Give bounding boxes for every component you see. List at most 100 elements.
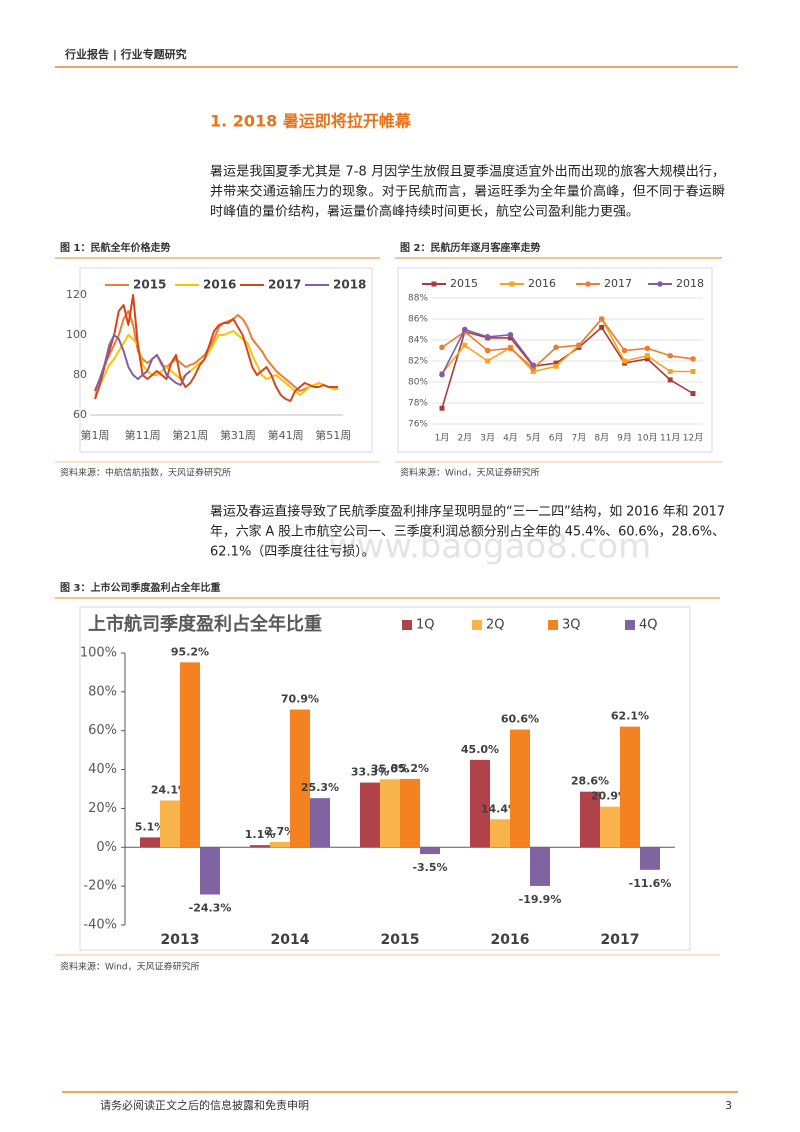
value-label: 62.1% [611,710,649,723]
bar [360,782,380,848]
x-tick-label: 第51周 [315,428,351,442]
legend-label: 2Q [486,618,505,633]
bar [420,847,440,855]
chart-title: 上市航司季度盈利占全年比重 [88,613,322,635]
value-label: -24.3% [189,901,232,914]
y-tick-label: -20% [83,879,117,894]
point-marker [621,347,628,354]
point-marker [690,369,696,374]
value-label: -11.6% [629,877,672,890]
value-label: 20.9% [591,790,629,803]
series-line [94,310,339,392]
header-title: 行业报告 | 行业专题研究 [64,47,187,61]
x-tick-label: 4月 [503,433,518,444]
legend-label: 2015 [450,277,478,290]
x-tick-label: 第1周 [81,428,110,442]
y-tick-label: 80% [88,684,117,699]
point-marker [598,316,605,322]
value-label: 60.6% [501,713,539,726]
figure-source: 资料来源：Wind，天风证券研究所 [60,961,200,973]
bar [140,837,160,848]
paragraph-line: 并带来交通运输压力的现象。对于民航而言，暑运旺季为全年量价高峰，但不同于春运瞬 [210,184,725,200]
point-marker [553,360,559,366]
y-tick-label: 86% [408,315,428,325]
point-marker [576,342,582,349]
chart-frame [397,267,713,453]
y-tick-label: 120 [66,288,87,301]
y-tick-label: 60 [73,408,87,421]
x-tick-label: 12月 [683,433,703,444]
x-tick-label: 2015 [381,932,420,948]
bar [270,842,290,848]
point-marker [667,352,673,359]
x-tick-label: 2月 [457,433,472,444]
point-marker [644,356,650,362]
y-tick-label: -40% [83,918,117,933]
x-tick-label: 6月 [549,433,564,444]
y-tick-label: 40% [88,762,117,777]
bar [400,778,420,848]
y-tick-label: 88% [408,294,428,304]
y-tick-label: 0% [96,840,117,855]
legend-label: 2015 [133,278,166,292]
point-marker [484,347,491,354]
value-label: -3.5% [412,861,447,874]
bar [510,729,530,848]
legend-label: 2016 [203,278,236,292]
x-tick-label: 第41周 [268,428,304,442]
legend-swatch [402,620,412,630]
legend-marker [509,281,515,287]
bar [290,709,310,848]
legend-swatch [472,620,482,630]
value-label: 2.7% [265,825,296,838]
footer-disclaimer: 请务必阅读正文之后的信息披露和免责申明 [100,1098,309,1112]
x-tick-label: 2014 [271,932,310,948]
point-marker [439,344,445,351]
y-tick-label: 60% [88,723,117,738]
bar [620,726,640,848]
point-marker [667,377,673,383]
legend-label: 1Q [416,618,435,633]
x-tick-label: 第21周 [172,428,208,442]
bar [580,791,600,848]
legend-marker [657,281,663,287]
x-tick-label: 8月 [594,433,609,444]
value-label: -19.9% [519,893,562,906]
y-tick-label: 76% [408,420,428,430]
legend-swatch [548,620,558,630]
legend-swatch [625,620,635,630]
bar [380,779,400,848]
point-marker [553,344,559,351]
y-tick-label: 78% [408,399,428,409]
bar [250,845,270,848]
x-tick-label: 2013 [161,932,200,948]
series-line [94,334,191,392]
figure-source: 资料来源：Wind，天风证券研究所 [400,467,540,479]
x-tick-label: 10月 [637,433,657,444]
point-marker [667,369,673,374]
y-tick-label: 20% [88,801,117,816]
value-label: 24.1% [151,783,189,796]
value-label: 35.0% [371,762,409,775]
point-marker [439,405,445,411]
figure-caption: 图 3：上市公司季度盈利占全年比重 [60,581,220,594]
series-line [94,294,338,402]
bar [640,847,660,870]
bar [180,662,200,848]
bar [490,819,510,848]
bar [530,847,550,886]
y-tick-label: 100 [66,328,87,341]
series-line [441,318,693,375]
y-tick-label: 80 [73,368,87,381]
point-marker [599,324,605,330]
x-tick-label: 2016 [491,932,530,948]
value-label: 14.4% [481,802,519,815]
x-tick-label: 第31周 [220,428,256,442]
point-marker [690,356,696,362]
point-marker [530,362,537,369]
point-marker [644,353,650,359]
point-marker [644,345,651,352]
legend-label: 4Q [639,618,658,633]
watermark: www.baogao8.com [329,527,652,567]
